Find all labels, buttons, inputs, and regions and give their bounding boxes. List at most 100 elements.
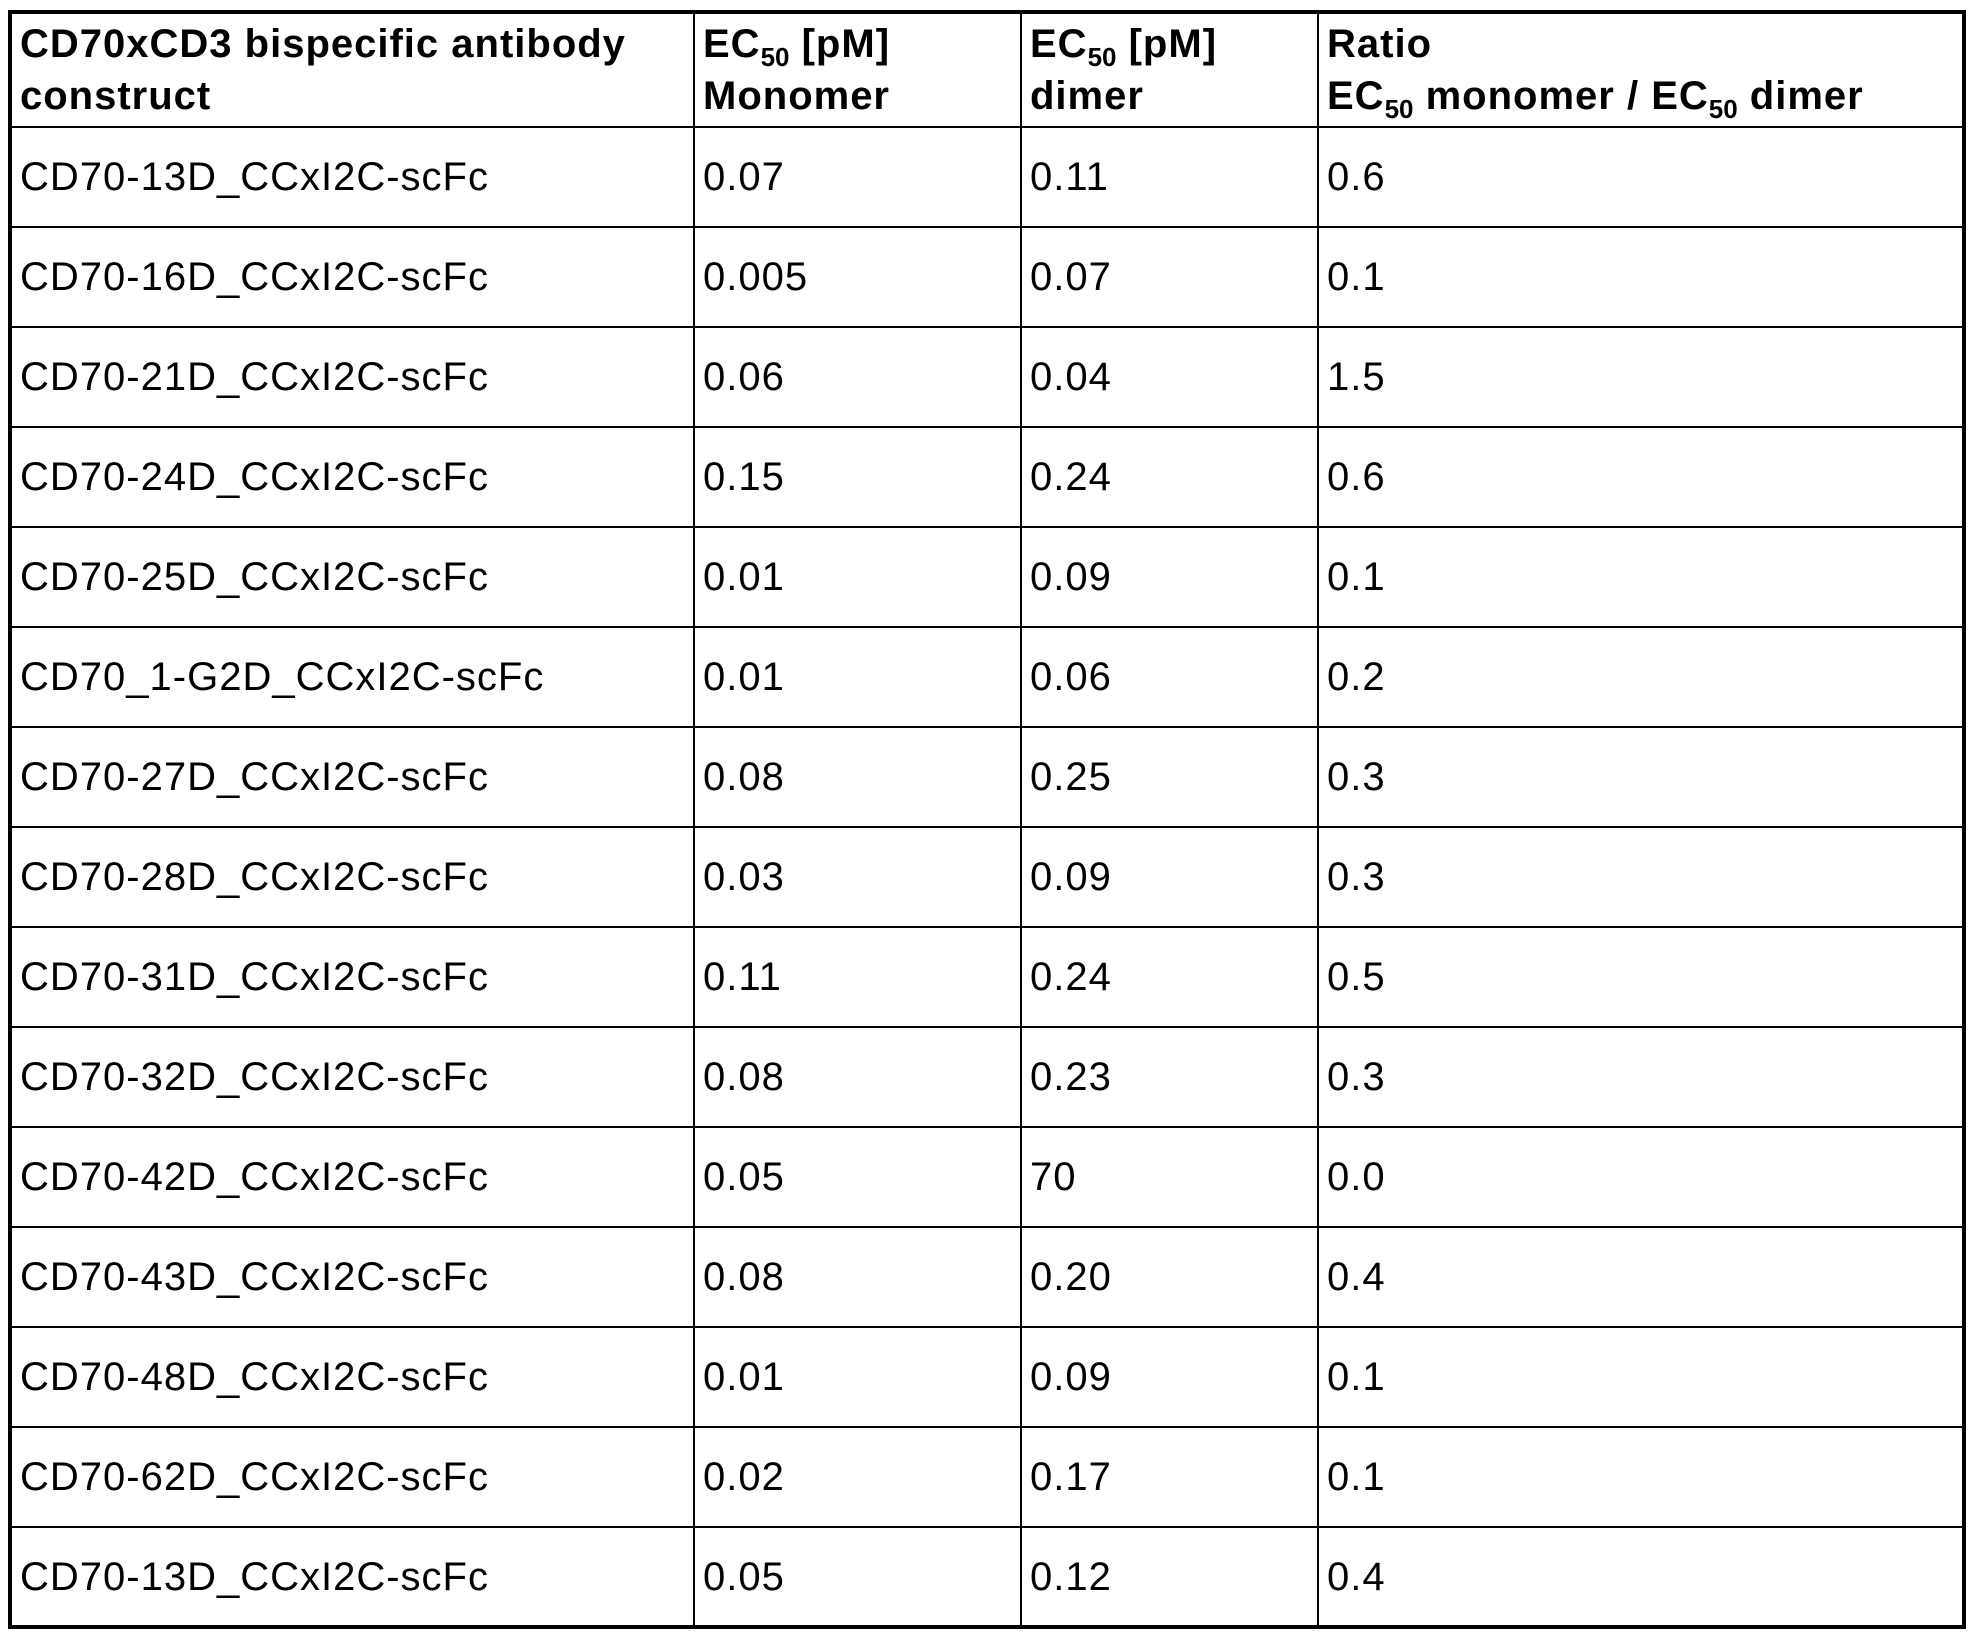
construct-cell: CD70-62D_CCxI2C-scFc (9, 1426, 695, 1528)
dimer-cell: 0.09 (1020, 826, 1319, 928)
col-header-ratio: Ratio EC50 monomer / EC50 dimer (1317, 11, 1965, 128)
ratio-cell: 0.2 (1317, 626, 1965, 728)
table-row: CD70-48D_CCxI2C-scFc 0.01 0.09 0.1 (9, 1326, 1965, 1428)
construct-cell: CD70-43D_CCxI2C-scFc (9, 1226, 695, 1328)
dimer-cell: 0.07 (1020, 226, 1319, 328)
header-line: construct (20, 70, 689, 122)
construct-cell: CD70-31D_CCxI2C-scFc (9, 926, 695, 1028)
ratio-cell: 0.1 (1317, 1326, 1965, 1428)
dimer-cell: 0.09 (1020, 526, 1319, 628)
construct-cell: CD70-32D_CCxI2C-scFc (9, 1026, 695, 1128)
ratio-cell: 0.4 (1317, 1526, 1965, 1628)
table-row: CD70-24D_CCxI2C-scFc 0.15 0.24 0.6 (9, 426, 1965, 528)
ratio-cell: 0.5 (1317, 926, 1965, 1028)
monomer-cell: 0.05 (693, 1126, 1022, 1228)
dimer-cell: 0.23 (1020, 1026, 1319, 1128)
construct-cell: CD70-21D_CCxI2C-scFc (9, 326, 695, 428)
header-text: Monomer (703, 74, 890, 118)
dimer-cell: 0.24 (1020, 926, 1319, 1028)
table-row: CD70-16D_CCxI2C-scFc 0.005 0.07 0.1 (9, 226, 1965, 328)
construct-cell: CD70-28D_CCxI2C-scFc (9, 826, 695, 928)
monomer-cell: 0.06 (693, 326, 1022, 428)
header-text: construct (20, 74, 212, 118)
table-row: CD70-27D_CCxI2C-scFc 0.08 0.25 0.3 (9, 726, 1965, 828)
dimer-cell: 70 (1020, 1126, 1319, 1228)
ratio-cell: 0.1 (1317, 1426, 1965, 1528)
ratio-cell: 0.0 (1317, 1126, 1965, 1228)
dimer-cell: 0.17 (1020, 1426, 1319, 1528)
table-row: CD70-32D_CCxI2C-scFc 0.08 0.23 0.3 (9, 1026, 1965, 1128)
ratio-cell: 0.3 (1317, 726, 1965, 828)
dimer-cell: 0.11 (1020, 126, 1319, 228)
monomer-cell: 0.11 (693, 926, 1022, 1028)
table-row: CD70-13D_CCxI2C-scFc 0.07 0.11 0.6 (9, 126, 1965, 228)
dimer-cell: 0.09 (1020, 1326, 1319, 1428)
header-text: EC (1327, 74, 1385, 118)
ratio-cell: 0.3 (1317, 826, 1965, 928)
ec50-table: CD70xCD3 bispecific antibody construct E… (8, 10, 1966, 1629)
ratio-cell: 0.3 (1317, 1026, 1965, 1128)
header-text: CD70xCD3 bispecific antibody (20, 22, 626, 66)
monomer-cell: 0.07 (693, 126, 1022, 228)
monomer-cell: 0.08 (693, 726, 1022, 828)
dimer-cell: 0.25 (1020, 726, 1319, 828)
construct-cell: CD70-13D_CCxI2C-scFc (9, 126, 695, 228)
table-row: CD70-42D_CCxI2C-scFc 0.05 70 0.0 (9, 1126, 1965, 1228)
monomer-cell: 0.02 (693, 1426, 1022, 1528)
monomer-cell: 0.03 (693, 826, 1022, 928)
header-text: Ratio (1327, 22, 1432, 66)
table-row: CD70-13D_CCxI2C-scFc 0.05 0.12 0.4 (9, 1526, 1965, 1628)
monomer-cell: 0.01 (693, 626, 1022, 728)
construct-cell: CD70-16D_CCxI2C-scFc (9, 226, 695, 328)
dimer-cell: 0.24 (1020, 426, 1319, 528)
header-text: EC (703, 22, 761, 66)
header-line: Monomer (703, 70, 1016, 122)
header-text: [pM] (789, 22, 891, 66)
subscript-50: 50 (1708, 94, 1738, 124)
header-text: dimer (1030, 74, 1144, 118)
dimer-cell: 0.20 (1020, 1226, 1319, 1328)
ratio-cell: 0.1 (1317, 526, 1965, 628)
header-line: CD70xCD3 bispecific antibody (20, 18, 689, 70)
col-header-construct: CD70xCD3 bispecific antibody construct (9, 11, 695, 128)
table-row: CD70-43D_CCxI2C-scFc 0.08 0.20 0.4 (9, 1226, 1965, 1328)
ratio-cell: 0.4 (1317, 1226, 1965, 1328)
table-row: CD70-28D_CCxI2C-scFc 0.03 0.09 0.3 (9, 826, 1965, 928)
header-text: monomer / EC (1413, 74, 1709, 118)
col-header-ec50-monomer: EC50 [pM] Monomer (693, 11, 1022, 128)
dimer-cell: 0.06 (1020, 626, 1319, 728)
monomer-cell: 0.01 (693, 1326, 1022, 1428)
header-text: dimer (1737, 74, 1864, 118)
dimer-cell: 0.12 (1020, 1526, 1319, 1628)
subscript-50: 50 (1087, 42, 1117, 72)
construct-cell: CD70-27D_CCxI2C-scFc (9, 726, 695, 828)
subscript-50: 50 (1384, 94, 1414, 124)
table-row: CD70-31D_CCxI2C-scFc 0.11 0.24 0.5 (9, 926, 1965, 1028)
header-line: EC50 [pM] (1030, 18, 1313, 70)
col-header-ec50-dimer: EC50 [pM] dimer (1020, 11, 1319, 128)
dimer-cell: 0.04 (1020, 326, 1319, 428)
subscript-50: 50 (760, 42, 790, 72)
monomer-cell: 0.01 (693, 526, 1022, 628)
construct-cell: CD70-25D_CCxI2C-scFc (9, 526, 695, 628)
monomer-cell: 0.005 (693, 226, 1022, 328)
header-row: CD70xCD3 bispecific antibody construct E… (9, 11, 1965, 128)
construct-cell: CD70-48D_CCxI2C-scFc (9, 1326, 695, 1428)
table-row: CD70-62D_CCxI2C-scFc 0.02 0.17 0.1 (9, 1426, 1965, 1528)
table-row: CD70_1-G2D_CCxI2C-scFc 0.01 0.06 0.2 (9, 626, 1965, 728)
construct-cell: CD70-24D_CCxI2C-scFc (9, 426, 695, 528)
construct-cell: CD70-42D_CCxI2C-scFc (9, 1126, 695, 1228)
ratio-cell: 0.1 (1317, 226, 1965, 328)
construct-cell: CD70_1-G2D_CCxI2C-scFc (9, 626, 695, 728)
table-row: CD70-25D_CCxI2C-scFc 0.01 0.09 0.1 (9, 526, 1965, 628)
header-text: [pM] (1116, 22, 1218, 66)
header-text: EC (1030, 22, 1088, 66)
monomer-cell: 0.15 (693, 426, 1022, 528)
ratio-cell: 0.6 (1317, 126, 1965, 228)
monomer-cell: 0.08 (693, 1226, 1022, 1328)
header-line: Ratio (1327, 18, 1958, 70)
header-line: EC50 monomer / EC50 dimer (1327, 70, 1958, 122)
monomer-cell: 0.08 (693, 1026, 1022, 1128)
construct-cell: CD70-13D_CCxI2C-scFc (9, 1526, 695, 1628)
